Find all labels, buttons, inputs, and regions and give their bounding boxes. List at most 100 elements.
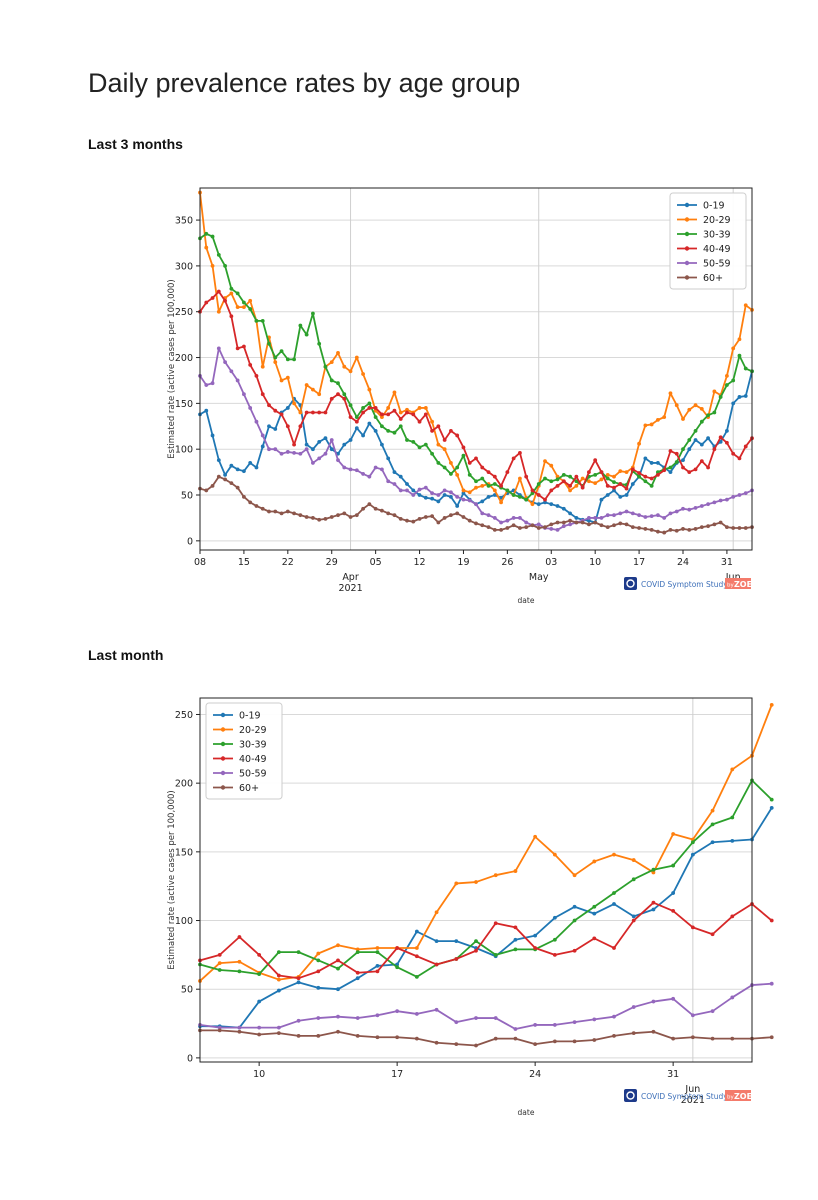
data-point-60+ (430, 514, 434, 518)
x-month-label: 2021 (681, 1095, 705, 1106)
data-point-40-49 (292, 442, 296, 447)
data-point-0-19 (587, 518, 591, 523)
data-point-50-59 (204, 383, 209, 387)
legend-marker-50-59 (684, 260, 690, 266)
data-point-60+ (505, 526, 510, 530)
data-point-60+ (461, 515, 466, 519)
data-point-60+ (316, 1034, 321, 1038)
data-point-0-19 (612, 488, 616, 493)
data-point-50-59 (375, 1013, 380, 1018)
data-point-0-19 (706, 436, 710, 441)
data-point-40-49 (355, 970, 360, 975)
data-point-20-29 (549, 463, 554, 468)
data-point-50-59 (336, 458, 340, 463)
data-point-30-39 (348, 403, 353, 408)
data-point-0-19 (454, 939, 459, 944)
logo-icon (624, 1089, 637, 1102)
data-point-60+ (737, 526, 742, 530)
data-point-20-29 (237, 959, 242, 964)
data-point-0-19 (354, 426, 359, 431)
legend-label-20-29: 20-29 (239, 725, 267, 736)
data-point-40-49 (317, 410, 322, 415)
data-point-20-29 (455, 472, 460, 477)
data-point-60+ (624, 522, 629, 527)
data-point-0-19 (725, 428, 729, 433)
data-point-20-29 (298, 410, 303, 415)
x-tick-label: 24 (529, 1069, 541, 1080)
data-point-40-49 (706, 465, 710, 470)
data-point-40-49 (392, 408, 397, 413)
data-point-40-49 (549, 488, 554, 493)
data-point-60+ (543, 525, 547, 529)
data-point-60+ (712, 522, 717, 527)
data-point-20-29 (662, 415, 667, 420)
x-tick-label: 05 (370, 557, 382, 568)
data-point-0-19 (386, 456, 391, 461)
data-point-50-59 (643, 515, 648, 519)
data-point-60+ (568, 518, 572, 523)
data-point-30-39 (731, 378, 736, 383)
data-point-30-39 (706, 413, 710, 418)
data-point-60+ (730, 1036, 735, 1041)
data-point-40-49 (348, 415, 353, 420)
legend-label-0-19: 0-19 (239, 711, 261, 722)
data-point-30-39 (681, 447, 685, 452)
data-point-0-19 (536, 502, 541, 507)
data-point-40-49 (257, 952, 262, 957)
data-point-30-39 (436, 461, 441, 465)
data-point-60+ (725, 525, 729, 529)
data-point-40-49 (731, 451, 736, 456)
legend-marker-30-39 (684, 231, 690, 237)
data-point-60+ (649, 527, 654, 532)
data-point-40-49 (449, 428, 453, 433)
data-point-40-49 (730, 914, 735, 919)
data-point-40-49 (555, 483, 560, 488)
data-point-50-59 (395, 1009, 400, 1014)
data-point-30-39 (257, 972, 262, 976)
data-point-40-49 (373, 406, 378, 410)
data-point-40-49 (612, 946, 616, 950)
data-point-20-29 (348, 369, 353, 374)
data-point-30-39 (311, 311, 315, 316)
data-point-50-59 (417, 487, 422, 492)
data-point-20-29 (273, 360, 278, 365)
data-point-0-19 (552, 915, 557, 920)
data-point-60+ (718, 520, 723, 525)
data-point-30-39 (769, 797, 774, 802)
data-point-30-39 (536, 482, 541, 486)
data-point-20-29 (336, 351, 340, 355)
data-point-30-39 (725, 383, 729, 387)
data-point-0-19 (248, 461, 253, 465)
data-point-40-49 (690, 925, 695, 930)
data-point-20-29 (430, 419, 434, 424)
data-point-60+ (257, 1032, 262, 1037)
data-point-50-59 (511, 516, 516, 520)
x-tick-label: 10 (253, 1069, 265, 1080)
data-point-60+ (454, 1042, 459, 1047)
data-point-40-49 (643, 474, 648, 479)
data-point-20-29 (204, 245, 209, 250)
data-point-60+ (380, 508, 384, 513)
data-point-60+ (455, 511, 460, 516)
data-point-0-19 (561, 506, 566, 511)
data-point-20-29 (624, 470, 629, 475)
data-point-60+ (375, 1035, 380, 1040)
data-point-50-59 (442, 488, 447, 493)
data-point-50-59 (630, 511, 635, 516)
data-point-20-29 (649, 422, 654, 427)
legend-box (205, 702, 283, 800)
data-point-20-29 (671, 832, 676, 836)
data-point-60+ (267, 509, 271, 514)
data-point-50-59 (513, 1027, 518, 1031)
data-point-50-59 (436, 493, 441, 497)
data-point-30-39 (592, 904, 597, 909)
data-point-30-39 (276, 950, 281, 955)
data-point-40-49 (414, 954, 419, 959)
data-point-50-59 (229, 369, 234, 374)
data-point-50-59 (235, 378, 240, 383)
data-point-50-59 (656, 513, 660, 518)
data-point-60+ (248, 500, 253, 505)
data-point-50-59 (216, 346, 221, 351)
data-point-0-19 (699, 442, 704, 447)
data-point-20-29 (568, 488, 572, 493)
